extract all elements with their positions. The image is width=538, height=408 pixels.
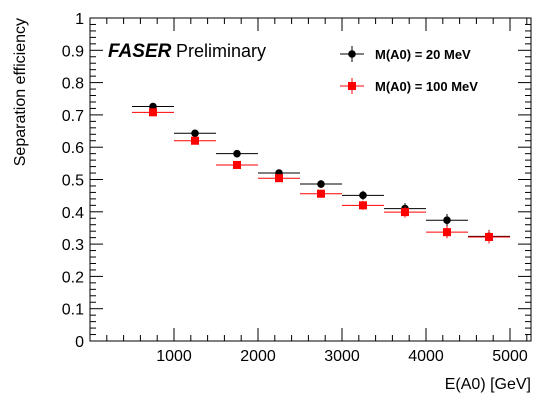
data-point — [317, 180, 325, 188]
series-layer — [132, 102, 510, 244]
y-tick-label: 1 — [75, 11, 84, 28]
axes-ticks: 0 0.1 0.2 0.3 0.4 0.5 0.6 0.7 0.8 0.9 1 1000 2000 300… — [62, 11, 531, 365]
y-tick-label: 0.7 — [62, 108, 84, 125]
legend-marker-series-2 — [348, 82, 356, 90]
legend-label-series-2: M(A0) = 100 MeV — [375, 79, 478, 94]
legend: M(A0) = 20 MeV M(A0) = 100 MeV — [340, 46, 478, 94]
data-point — [359, 201, 367, 210]
y-tick-label: 0.3 — [62, 237, 84, 254]
data-point — [233, 160, 241, 169]
data-point — [149, 108, 157, 117]
y-tick-label: 0 — [75, 334, 84, 351]
legend-marker-series-1 — [348, 50, 356, 58]
data-point — [275, 174, 283, 183]
data-point — [359, 191, 367, 200]
data-point — [401, 208, 409, 217]
y-tick-label: 0.2 — [62, 269, 84, 286]
y-tick-label: 0.5 — [62, 173, 84, 190]
data-point — [443, 216, 451, 224]
y-tick-label: 0.4 — [62, 205, 84, 222]
annotation-faser: FASER — [108, 41, 172, 62]
annotation-preliminary: Preliminary — [176, 41, 266, 61]
x-tick-label: 4000 — [408, 348, 444, 365]
x-tick-label: 2000 — [240, 348, 276, 365]
x-axis-label: E(A0) [GeV] — [445, 376, 531, 393]
y-tick-label: 0.9 — [62, 43, 84, 60]
data-point — [191, 136, 199, 145]
y-tick-label: 0.6 — [62, 140, 84, 157]
data-point — [485, 232, 493, 241]
plot-frame — [89, 17, 532, 342]
data-point — [191, 129, 199, 138]
legend-label-series-1: M(A0) = 20 MeV — [375, 47, 471, 62]
y-axis-label: Separation efficiency — [12, 18, 29, 166]
data-point — [443, 228, 451, 237]
x-tick-label: 3000 — [324, 348, 360, 365]
y-tick-label: 0.8 — [62, 76, 84, 93]
x-tick-label: 1000 — [156, 348, 192, 365]
x-tick-label: 5000 — [492, 348, 528, 365]
data-point — [317, 189, 325, 198]
y-tick-label: 0.1 — [62, 302, 84, 319]
data-point — [233, 149, 241, 158]
series-2 — [132, 108, 510, 244]
series-1 — [132, 102, 510, 243]
